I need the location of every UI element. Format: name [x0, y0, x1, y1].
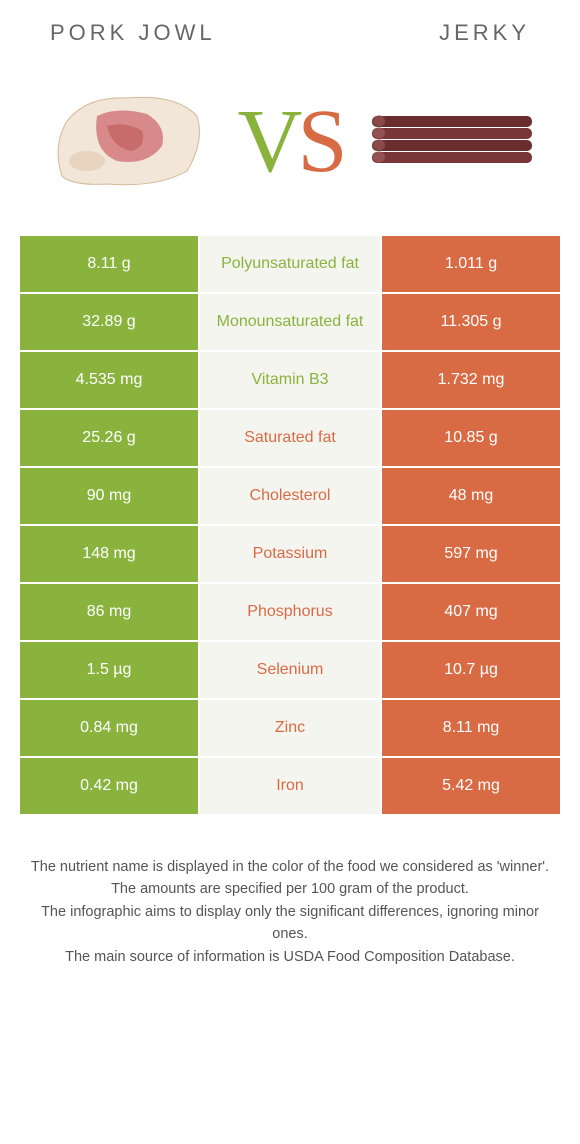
left-value: 90 mg	[20, 468, 200, 524]
vs-row: VS	[0, 56, 580, 236]
jerky-image	[367, 86, 537, 196]
nutrient-name: Zinc	[200, 700, 380, 756]
vs-s: S	[297, 92, 342, 191]
table-row: 90 mgCholesterol48 mg	[20, 468, 560, 526]
nutrient-name: Potassium	[200, 526, 380, 582]
header: Pork jowl Jerky	[0, 0, 580, 56]
table-row: 148 mgPotassium597 mg	[20, 526, 560, 584]
left-value: 8.11 g	[20, 236, 200, 292]
nutrient-name: Selenium	[200, 642, 380, 698]
table-row: 0.84 mgZinc8.11 mg	[20, 700, 560, 758]
right-value: 8.11 mg	[380, 700, 560, 756]
footer-notes: The nutrient name is displayed in the co…	[0, 816, 580, 968]
table-row: 86 mgPhosphorus407 mg	[20, 584, 560, 642]
right-value: 407 mg	[380, 584, 560, 640]
nutrient-name: Polyunsaturated fat	[200, 236, 380, 292]
nutrient-name: Phosphorus	[200, 584, 380, 640]
right-value: 48 mg	[380, 468, 560, 524]
vs-v: V	[237, 92, 297, 191]
left-value: 4.535 mg	[20, 352, 200, 408]
right-value: 10.7 µg	[380, 642, 560, 698]
footer-line: The main source of information is USDA F…	[30, 946, 550, 968]
pork-jowl-image	[42, 86, 212, 196]
left-value: 0.42 mg	[20, 758, 200, 814]
footer-line: The amounts are specified per 100 gram o…	[30, 878, 550, 900]
table-row: 8.11 gPolyunsaturated fat1.011 g	[20, 236, 560, 294]
table-row: 32.89 gMonounsaturated fat11.305 g	[20, 294, 560, 352]
right-value: 5.42 mg	[380, 758, 560, 814]
nutrient-name: Saturated fat	[200, 410, 380, 466]
table-row: 0.42 mgIron5.42 mg	[20, 758, 560, 816]
nutrient-name: Cholesterol	[200, 468, 380, 524]
right-value: 597 mg	[380, 526, 560, 582]
footer-line: The infographic aims to display only the…	[30, 901, 550, 946]
right-food-title: Jerky	[439, 20, 530, 46]
table-row: 25.26 gSaturated fat10.85 g	[20, 410, 560, 468]
left-food-title: Pork jowl	[50, 20, 216, 46]
left-value: 148 mg	[20, 526, 200, 582]
table-row: 4.535 mgVitamin B31.732 mg	[20, 352, 560, 410]
right-value: 10.85 g	[380, 410, 560, 466]
right-value: 11.305 g	[380, 294, 560, 350]
left-value: 32.89 g	[20, 294, 200, 350]
table-row: 1.5 µgSelenium10.7 µg	[20, 642, 560, 700]
vs-label: VS	[237, 90, 342, 193]
footer-line: The nutrient name is displayed in the co…	[30, 856, 550, 878]
left-value: 25.26 g	[20, 410, 200, 466]
nutrient-name: Iron	[200, 758, 380, 814]
left-value: 1.5 µg	[20, 642, 200, 698]
left-value: 86 mg	[20, 584, 200, 640]
nutrient-table: 8.11 gPolyunsaturated fat1.011 g32.89 gM…	[20, 236, 560, 816]
right-value: 1.732 mg	[380, 352, 560, 408]
left-value: 0.84 mg	[20, 700, 200, 756]
nutrient-name: Monounsaturated fat	[200, 294, 380, 350]
right-value: 1.011 g	[380, 236, 560, 292]
nutrient-name: Vitamin B3	[200, 352, 380, 408]
